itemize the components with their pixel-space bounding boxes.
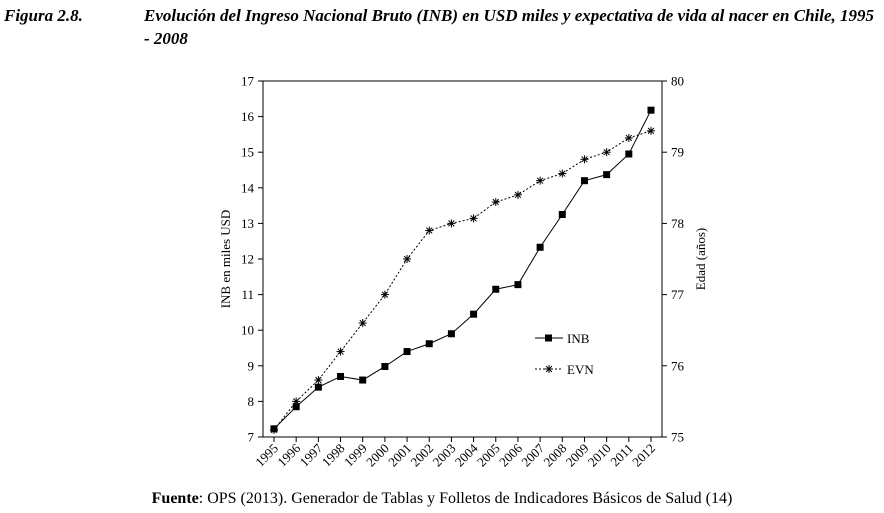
x-tick-label: 2001: [385, 441, 414, 470]
series-evn-point: [270, 425, 278, 434]
x-tick-label: 2002: [407, 441, 436, 470]
y-right-tick-label: 80: [671, 74, 684, 89]
legend-inb-marker: [545, 334, 552, 342]
series-inb-point: [447, 330, 455, 338]
series-evn-point: [358, 319, 367, 328]
source-label: Fuente: [151, 490, 199, 507]
series-inb-point: [470, 310, 478, 318]
series-evn-point: [647, 126, 655, 135]
y-left-tick-label: 14: [241, 180, 255, 195]
series-layer: [270, 106, 655, 434]
left-axis-ticks: 7 8 9 10 11 12 13 14 15 16 17: [241, 74, 263, 445]
x-tick-label: 1995: [252, 441, 281, 470]
y-left-tick-label: 15: [241, 145, 254, 160]
source-note: Fuente: OPS (2013). Generador de Tablas …: [0, 490, 884, 508]
series-evn-point: [380, 290, 389, 299]
y-right-tick-label: 78: [671, 216, 684, 231]
y-axis-right-label: Edad (años): [693, 228, 708, 290]
x-tick-label: 2003: [430, 441, 459, 470]
series-evn-point: [292, 397, 301, 406]
y-left-tick-label: 10: [241, 323, 254, 338]
series-evn-point: [491, 198, 500, 207]
series-inb-point: [647, 106, 655, 114]
y-right-tick-label: 76: [671, 358, 685, 373]
series-evn-point: [580, 155, 589, 164]
series-inb-point: [314, 383, 322, 391]
series-evn-point: [513, 190, 522, 199]
legend: INB EVN: [535, 331, 594, 377]
legend-evn-label: EVN: [567, 362, 594, 377]
series-inb-point: [603, 171, 611, 179]
legend-inb-label: INB: [567, 331, 590, 346]
series-evn-point: [469, 214, 478, 223]
right-axis-ticks: 75 76 77 78 79 80: [662, 74, 685, 445]
x-tick-label: 2009: [563, 441, 592, 470]
y-left-tick-label: 17: [241, 74, 255, 89]
series-inb-point: [492, 285, 500, 293]
series-evn-line: [273, 130, 652, 431]
series-inb-point: [536, 243, 544, 251]
series-inb-point: [292, 403, 300, 411]
x-tick-label: 2005: [474, 441, 503, 470]
x-tick-label: 2010: [585, 441, 614, 470]
legend-evn-asterisk: [545, 365, 553, 373]
series-inb-point: [337, 372, 345, 380]
x-tick-label: 1999: [341, 441, 370, 470]
y-axis-left-label: INB en miles USD: [218, 210, 233, 309]
y-right-tick-label: 75: [671, 430, 684, 445]
series-inb-point: [514, 281, 522, 289]
y-left-tick-label: 11: [241, 287, 254, 302]
x-tick-label: 2011: [607, 441, 636, 470]
series-inb-point: [558, 211, 566, 218]
figure-label: Figura 2.8.: [4, 6, 83, 25]
series-evn-point: [314, 376, 323, 385]
x-tick-label: 2012: [629, 441, 658, 470]
y-left-tick-label: 12: [241, 252, 254, 267]
y-right-tick-label: 77: [671, 287, 685, 302]
y-left-tick-label: 7: [248, 430, 255, 445]
series-inb-point: [381, 363, 389, 371]
x-axis-ticks: 1995199619971998199920002001200220032004…: [252, 437, 658, 470]
legend-evn-marker: [545, 365, 553, 373]
x-tick-label: 2000: [363, 441, 392, 470]
figure-title: Evolución del Ingreso Nacional Bruto (IN…: [144, 6, 875, 48]
series-inb-line: [273, 109, 652, 430]
y-left-tick-label: 9: [248, 358, 255, 373]
series-evn-point: [447, 219, 456, 228]
source-text: : OPS (2013). Generador de Tablas y Foll…: [198, 490, 733, 507]
y-left-tick-label: 13: [241, 216, 254, 231]
series-inb-point: [359, 376, 367, 384]
series-inb-point: [580, 177, 588, 185]
x-tick-label: 2008: [540, 441, 569, 470]
series-inb-point: [425, 340, 433, 348]
x-tick-label: 1998: [319, 441, 348, 470]
series-evn-point: [403, 255, 412, 263]
series-evn-point: [336, 347, 345, 356]
series-evn-point: [602, 148, 611, 157]
y-left-tick-label: 16: [241, 109, 255, 124]
series-inb-point: [625, 150, 633, 158]
series-evn-point: [624, 133, 633, 142]
plot-frame: [262, 80, 663, 438]
series-evn-point: [558, 169, 567, 178]
series-evn-point: [425, 226, 434, 235]
series-evn-point: [536, 176, 545, 185]
y-right-tick-label: 79: [671, 145, 684, 160]
y-left-tick-label: 8: [248, 394, 255, 409]
series-inb-point: [403, 348, 411, 356]
